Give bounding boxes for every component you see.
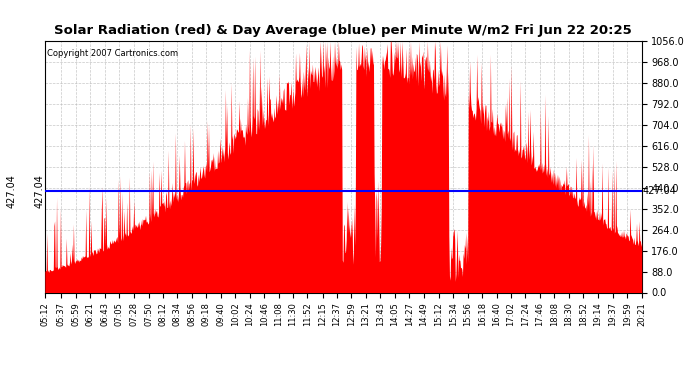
- Text: Copyright 2007 Cartronics.com: Copyright 2007 Cartronics.com: [47, 49, 178, 58]
- Text: 427.04: 427.04: [7, 174, 17, 208]
- Text: 427.04: 427.04: [642, 186, 676, 196]
- Title: Solar Radiation (red) & Day Average (blue) per Minute W/m2 Fri Jun 22 20:25: Solar Radiation (red) & Day Average (blu…: [55, 24, 632, 37]
- Text: 427.04: 427.04: [34, 174, 44, 208]
